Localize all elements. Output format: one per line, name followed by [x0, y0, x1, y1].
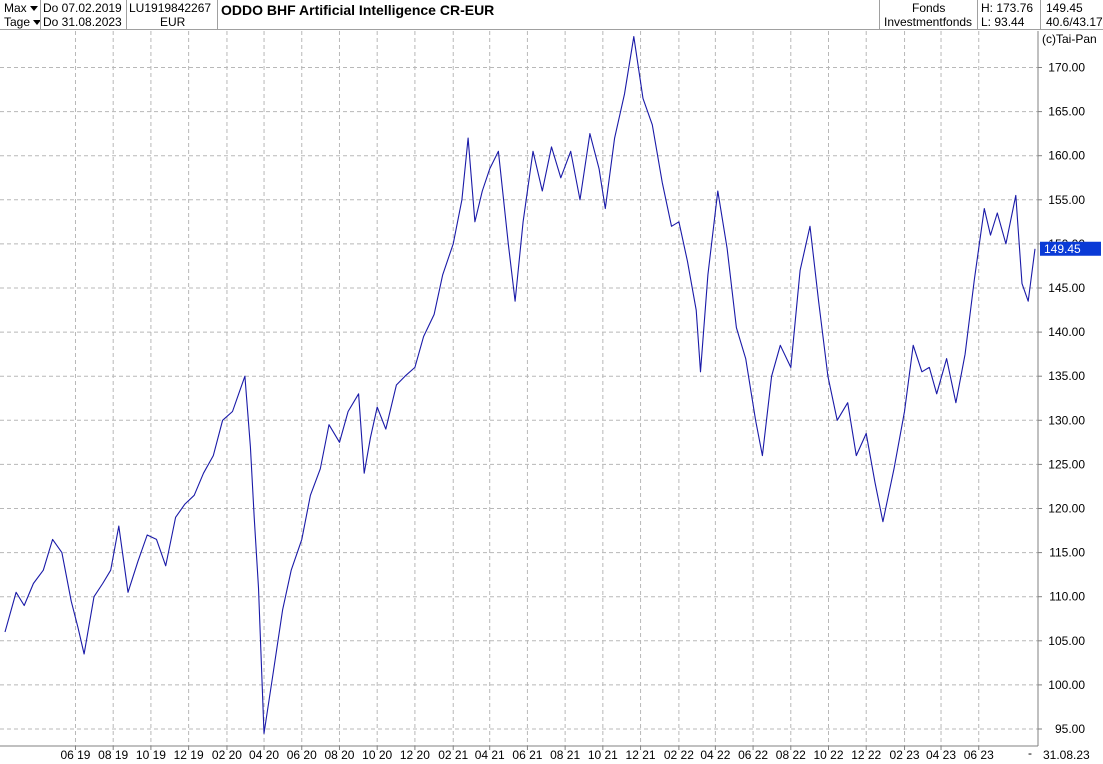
x-tick-label: 08 21 [550, 748, 580, 762]
y-tick-label: 130.00 [1048, 413, 1085, 427]
header-bar: Max Tage Do 07.02.2019 Do 31.08.2023 LU1… [0, 0, 1103, 30]
range-info: 40.6/43.17 [1046, 15, 1103, 29]
x-tick-label: 06 23 [964, 748, 994, 762]
y-tick-label: 105.00 [1048, 634, 1085, 648]
x-end-label: 31.08.23 [1043, 748, 1090, 762]
divider [40, 0, 41, 30]
x-tick-label: 12 22 [851, 748, 881, 762]
y-tick-label: 135.00 [1048, 369, 1085, 383]
x-tick-label: 04 21 [475, 748, 505, 762]
y-tick-label: 95.00 [1055, 722, 1085, 736]
x-tick-label: 12 20 [400, 748, 430, 762]
price-series-line [4, 36, 1036, 734]
end-date: Do 31.08.2023 [43, 15, 122, 29]
divider [977, 0, 978, 30]
last-price: 149.45 [1046, 1, 1083, 15]
y-tick-label: 160.00 [1048, 149, 1085, 163]
last-value-box [1040, 241, 1101, 256]
range-select-label: Max [4, 1, 27, 15]
chevron-down-icon [33, 20, 42, 26]
instrument-subtype: Investmentfonds [884, 15, 973, 29]
x-end-dash: - [1028, 746, 1032, 760]
page-title: ODDO BHF Artificial Intelligence CR-EUR [221, 2, 495, 18]
x-tick-label: 12 21 [626, 748, 656, 762]
divider [126, 0, 127, 30]
divider [217, 0, 218, 30]
range-select[interactable]: Max [4, 1, 38, 16]
isin: LU1919842267 [129, 1, 212, 15]
x-tick-label: 06 22 [738, 748, 768, 762]
chevron-down-icon [29, 6, 38, 12]
x-tick-label: 06 19 [60, 748, 90, 762]
low-value: L: 93.44 [981, 15, 1025, 29]
y-tick-label: 170.00 [1048, 61, 1085, 75]
currency: EUR [160, 15, 186, 29]
start-date: Do 07.02.2019 [43, 1, 122, 15]
period-select[interactable]: Tage [4, 15, 42, 30]
x-tick-label: 10 19 [136, 748, 166, 762]
x-tick-label: 02 20 [212, 748, 242, 762]
y-tick-label: 100.00 [1048, 678, 1085, 692]
y-tick-label: 110.00 [1049, 590, 1085, 604]
y-tick-label: 140.00 [1048, 325, 1085, 339]
high-value: H: 173.76 [981, 1, 1034, 15]
divider [1040, 0, 1041, 30]
divider [879, 0, 880, 30]
y-tick-label: 120.00 [1048, 502, 1085, 516]
x-tick-label: 08 20 [324, 748, 354, 762]
instrument-type: Fonds [912, 1, 946, 15]
x-tick-label: 04 22 [700, 748, 730, 762]
x-tick-label: 02 22 [664, 748, 694, 762]
x-tick-label: 08 19 [98, 748, 128, 762]
x-tick-label: 10 20 [362, 748, 392, 762]
y-tick-label: 125.00 [1048, 457, 1085, 471]
x-tick-label: 10 21 [588, 748, 618, 762]
copyright: (c)Tai-Pan [1042, 32, 1097, 46]
x-tick-label: 06 20 [287, 748, 317, 762]
period-select-label: Tage [4, 15, 31, 29]
x-tick-label: 06 21 [512, 748, 542, 762]
x-tick-label: 10 22 [813, 748, 843, 762]
y-tick-label: 155.00 [1048, 193, 1085, 207]
x-tick-label: 12 19 [174, 748, 204, 762]
y-tick-label: 115.00 [1049, 546, 1085, 560]
x-tick-label: 04 20 [249, 748, 279, 762]
x-tick-label: 08 22 [776, 748, 806, 762]
x-tick-label: 02 21 [438, 748, 468, 762]
x-tick-label: 02 23 [890, 748, 920, 762]
last-value-label: 149.45 [1044, 242, 1081, 256]
y-tick-label: 165.00 [1048, 105, 1085, 119]
x-tick-label: 04 23 [926, 748, 956, 762]
y-tick-label: 145.00 [1048, 281, 1085, 295]
